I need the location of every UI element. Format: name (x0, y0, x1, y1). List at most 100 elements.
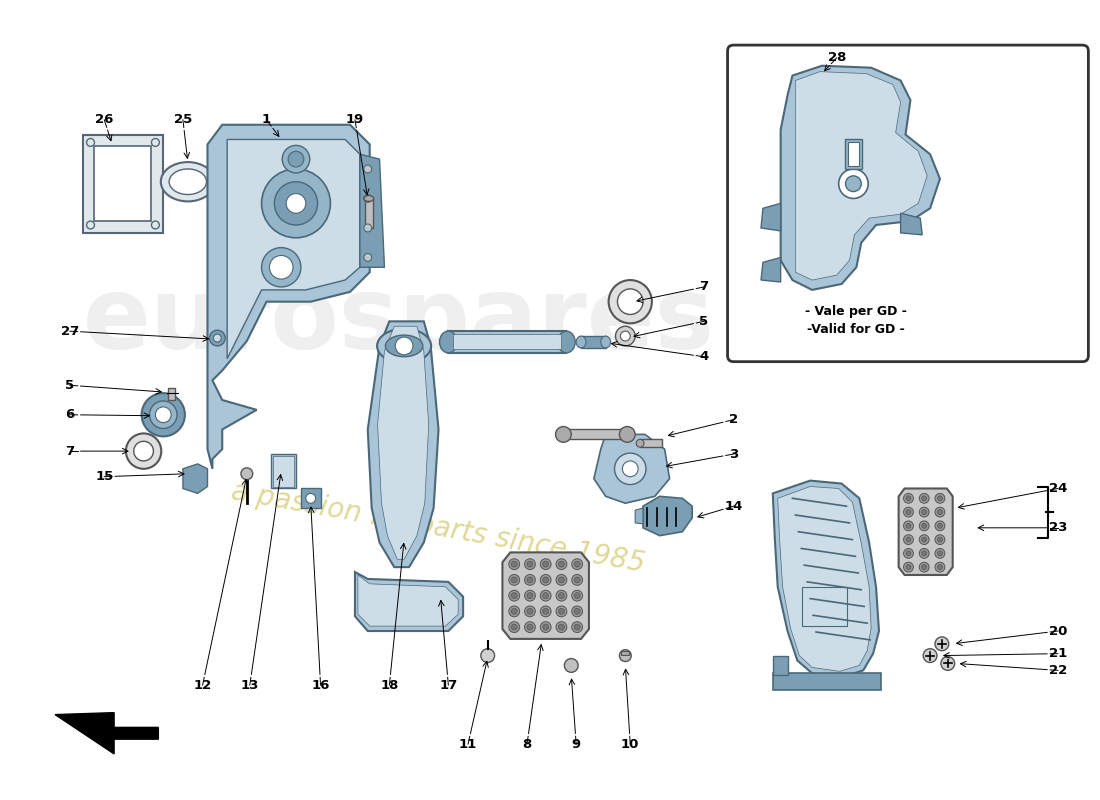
Circle shape (903, 549, 913, 558)
Circle shape (262, 169, 330, 238)
Polygon shape (367, 322, 439, 567)
Polygon shape (635, 508, 643, 524)
Circle shape (574, 624, 580, 630)
Circle shape (364, 254, 372, 262)
Circle shape (364, 224, 372, 232)
Circle shape (525, 622, 536, 633)
Ellipse shape (385, 335, 422, 357)
Circle shape (512, 577, 517, 583)
Circle shape (903, 534, 913, 545)
Circle shape (525, 590, 536, 601)
Circle shape (155, 407, 172, 422)
Circle shape (922, 551, 926, 556)
Circle shape (395, 337, 412, 354)
Circle shape (509, 606, 519, 617)
Text: 27: 27 (60, 325, 79, 338)
Bar (453, 334, 561, 349)
Bar (847, 142, 859, 166)
Text: 6: 6 (65, 408, 75, 422)
Circle shape (556, 606, 566, 617)
Polygon shape (761, 258, 781, 282)
Text: eurospares: eurospares (84, 273, 715, 370)
Polygon shape (183, 464, 208, 494)
Circle shape (540, 590, 551, 601)
Circle shape (509, 622, 519, 633)
Circle shape (937, 551, 943, 556)
Circle shape (556, 426, 571, 442)
Circle shape (288, 151, 304, 167)
Text: 7: 7 (700, 281, 708, 294)
Circle shape (364, 165, 372, 173)
Polygon shape (795, 72, 927, 280)
Circle shape (906, 523, 911, 528)
Circle shape (572, 590, 583, 601)
Bar (845, 139, 862, 169)
Circle shape (274, 182, 318, 225)
Circle shape (556, 574, 566, 586)
Circle shape (152, 221, 160, 229)
Circle shape (559, 624, 564, 630)
Circle shape (935, 494, 945, 503)
Text: 2: 2 (729, 413, 738, 426)
Circle shape (935, 507, 945, 517)
Bar (640, 439, 662, 447)
Circle shape (935, 549, 945, 558)
Circle shape (542, 577, 549, 583)
Circle shape (572, 622, 583, 633)
Circle shape (564, 658, 579, 672)
Circle shape (922, 496, 926, 501)
Circle shape (923, 649, 937, 662)
Ellipse shape (364, 195, 374, 202)
Circle shape (574, 577, 580, 583)
Circle shape (937, 510, 943, 514)
Polygon shape (95, 146, 152, 221)
Circle shape (512, 593, 517, 598)
Circle shape (617, 289, 643, 314)
Text: - Vale per GD -: - Vale per GD - (805, 305, 907, 318)
Circle shape (542, 609, 549, 614)
Circle shape (920, 549, 929, 558)
Text: 10: 10 (621, 738, 639, 750)
Circle shape (846, 176, 861, 191)
Circle shape (903, 521, 913, 530)
Circle shape (527, 609, 532, 614)
Circle shape (556, 622, 566, 633)
Circle shape (525, 606, 536, 617)
Text: 7: 7 (65, 445, 75, 458)
Text: 25: 25 (174, 114, 192, 126)
Text: 24: 24 (1048, 482, 1067, 495)
Text: 20: 20 (1048, 625, 1067, 638)
Text: 16: 16 (311, 678, 330, 692)
Circle shape (906, 537, 911, 542)
Polygon shape (82, 134, 163, 233)
Text: 11: 11 (459, 738, 477, 750)
Circle shape (937, 565, 943, 570)
Text: 4: 4 (700, 350, 708, 363)
Text: 5: 5 (700, 315, 708, 328)
Text: 17: 17 (439, 678, 458, 692)
Circle shape (920, 562, 929, 572)
Text: 5: 5 (65, 378, 75, 392)
Bar (449, 331, 566, 353)
Text: 8: 8 (522, 738, 531, 750)
Circle shape (559, 609, 564, 614)
Circle shape (540, 622, 551, 633)
Circle shape (481, 649, 495, 662)
Polygon shape (773, 656, 788, 675)
Text: 19: 19 (345, 114, 364, 126)
Circle shape (619, 650, 631, 662)
Text: 23: 23 (1048, 522, 1067, 534)
Circle shape (922, 510, 926, 514)
Circle shape (616, 326, 635, 346)
Circle shape (572, 606, 583, 617)
Circle shape (623, 461, 638, 477)
Circle shape (525, 574, 536, 586)
Circle shape (906, 565, 911, 570)
Circle shape (556, 590, 566, 601)
Circle shape (906, 510, 911, 514)
Circle shape (241, 468, 253, 480)
Circle shape (512, 609, 517, 614)
Circle shape (540, 606, 551, 617)
Circle shape (512, 562, 517, 567)
Text: 15: 15 (95, 470, 113, 483)
